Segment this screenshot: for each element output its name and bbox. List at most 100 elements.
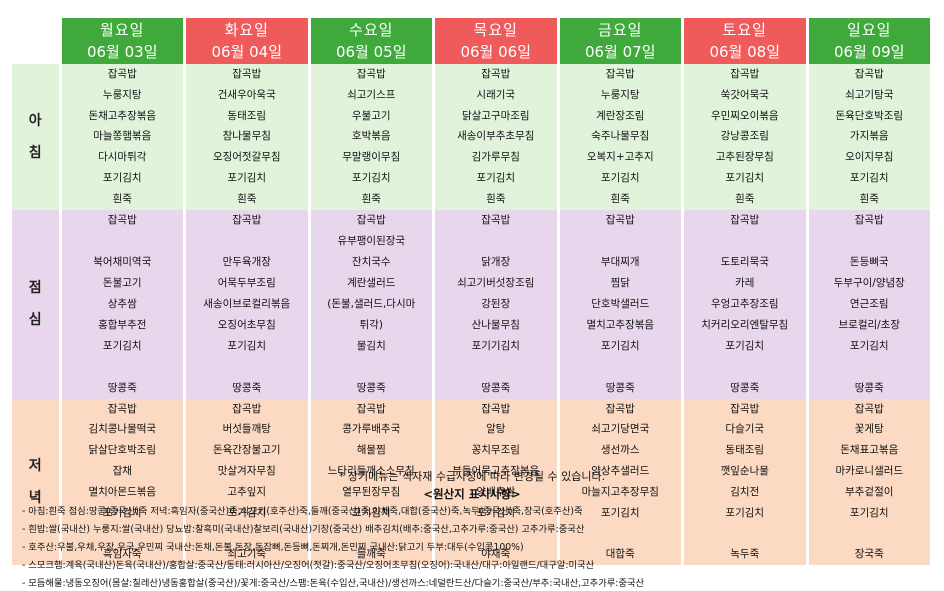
menu-item: 부추겉절이	[845, 485, 894, 498]
day-date: 06월 06일	[460, 43, 532, 61]
menu-item: 포기김치	[849, 506, 889, 519]
origin-line: - 모듬해물:냉동오징어(몸살:칠레산)냉동홍합살(중국산)/꽃게:중국산/스팸…	[22, 578, 645, 589]
menu-item: 흑임자죽	[102, 548, 142, 561]
breakfast-row: 아 침 잡곡밥 누룽지탕 돈채고추장볶음 마늘쫑햄볶음 다시마튀각 포기김치 흰죽 잡곡밥 건새우아…	[12, 64, 933, 210]
menu-item: 닭살고구마조림	[461, 109, 530, 122]
menu-item	[186, 357, 308, 378]
menu-item	[435, 231, 557, 252]
menu-item: 돈육단호박조림	[835, 109, 904, 122]
menu-item	[186, 231, 308, 252]
menu-item: 녹두죽	[730, 548, 760, 561]
menu-item: 들깨죽	[356, 548, 386, 561]
menu-item: 포기김치	[227, 506, 267, 519]
day-date: 06월 03일	[86, 43, 158, 61]
header-corner	[12, 18, 60, 64]
menu-item: 포기김치	[476, 506, 516, 519]
menu-item: 포기김치	[102, 339, 142, 352]
menu-item: 쑥갓어묵국	[720, 88, 769, 101]
menu-item: 포기김치	[351, 171, 391, 184]
menu-item: 돈채표고볶음	[840, 444, 899, 457]
menu-item: 쇠고기죽	[227, 548, 267, 561]
menu-item: 포기김치	[600, 171, 640, 184]
menu-cell: 잡곡밥 알탕 꽁치무조림 부들어묵고추장볶음 양배추쌈 포기김치 야채죽	[432, 398, 560, 565]
meal-label-char: 침	[28, 144, 42, 161]
menu-item	[684, 231, 806, 252]
day-header: 화요일 06월 04일	[183, 18, 311, 64]
menu-item	[311, 357, 433, 378]
menu-item: 쇠고기탕국	[845, 88, 894, 101]
menu-item: 땅콩죽	[232, 381, 262, 394]
menu-item: 포기김치	[725, 506, 765, 519]
menu-item: 잡곡밥	[232, 402, 262, 415]
menu-item: 잡곡밥	[481, 213, 511, 226]
menu-item: 두부구이/양념장	[833, 276, 905, 289]
menu-item: 닭개장	[481, 255, 511, 268]
menu-item: 맛살겨자무침	[217, 464, 276, 477]
menu-item: 버섯들깨탕	[222, 423, 271, 436]
menu-item: 돈등뼈국	[849, 255, 889, 268]
day-date: 06월 09일	[833, 43, 905, 61]
menu-item: 잡곡밥	[356, 402, 386, 415]
menu-item: 장국죽	[854, 548, 884, 561]
menu-item: 카레	[735, 276, 755, 289]
meal-label-char: 심	[28, 312, 42, 329]
day-name: 수요일	[349, 21, 394, 39]
menu-item: 잡곡밥	[107, 68, 137, 80]
menu-item: 포기김치	[102, 171, 142, 184]
menu-item: 잡곡밥	[232, 68, 262, 80]
menu-item: 만두육개장	[222, 255, 271, 268]
menu-item: 계란샐러드	[347, 276, 396, 289]
menu-item: 누룽지탕	[102, 88, 142, 101]
day-header: 일요일 06월 09일	[805, 18, 933, 64]
meal-label-char: 점	[28, 280, 42, 297]
menu-item: 도토리묵국	[720, 255, 769, 268]
menu-item: 땅콩죽	[854, 381, 884, 394]
menu-item: 잡곡밥	[730, 402, 760, 415]
menu-cell: 잡곡밥 부대찌개 찜닭 단호박샐러드 멸치고추장볶음 포기김치 땅콩죽	[556, 209, 684, 399]
menu-item	[684, 357, 806, 378]
day-name: 금요일	[598, 21, 643, 39]
weekly-menu-table: 월요일 06월 03일 화요일 06월 04일 수요일 06월 05일 목요일 06월 06일…	[12, 18, 933, 565]
menu-item: 흰죽	[112, 192, 132, 205]
menu-item: 땅콩죽	[605, 381, 635, 394]
menu-cell: 잡곡밥 쑥갓어묵국 우민찌오이볶음 강낭콩조림 고추된장무침 포기김치 흰죽	[681, 64, 809, 210]
menu-item: 마늘지고추장무침	[581, 485, 659, 498]
menu-cell: 잡곡밥 버섯들깨탕 돈육간장불고기 맛살겨자무침 고추잎지 포기김치 쇠고기죽	[183, 398, 311, 565]
menu-item	[684, 523, 806, 544]
menu-item: 김치전	[730, 485, 760, 498]
menu-item: 동태조림	[227, 109, 267, 122]
menu-item: 잡곡밥	[481, 68, 511, 80]
day-date: 06월 07일	[584, 43, 656, 61]
menu-item: 찜닭	[610, 276, 630, 289]
day-header: 수요일 06월 05일	[307, 18, 435, 64]
menu-item: 잡곡밥	[356, 213, 386, 226]
day-header: 토요일 06월 08일	[681, 18, 809, 64]
menu-cell: 잡곡밥 김치콩나물떡국 닭살단호박조림 잡채 멸치아몬드볶음 포기김치 흑임자죽	[58, 398, 186, 565]
menu-item: 흰죽	[237, 192, 257, 205]
menu-item: 새송이브로컬리볶음	[203, 297, 291, 310]
day-date: 06월 05일	[335, 43, 407, 61]
menu-item: 참나물무침	[222, 130, 271, 143]
menu-item: 포기김치	[600, 506, 640, 519]
menu-item: 돈불고기	[102, 276, 142, 289]
menu-item: 부들어묵고추장볶음	[452, 464, 540, 477]
menu-item: 포기김치	[102, 506, 142, 519]
menu-item: 고추된장무침	[715, 151, 774, 164]
origin-line: - 호주산:우불,우채,우장,우국,우민찌 국내산:돈채,돈불,돈장,돈잡뼈,돈…	[22, 542, 524, 553]
menu-item: 잡곡밥	[232, 213, 262, 226]
menu-item	[62, 231, 184, 252]
menu-cell: 잡곡밥 북어채미역국 돈불고기 상추쌈 홍합부추전 포기김치 땅콩죽	[58, 209, 186, 399]
meal-label-char: 저	[28, 457, 42, 474]
meal-label-char: 아	[28, 112, 42, 129]
menu-item: 우엉고추장조림	[710, 297, 779, 310]
menu-item	[809, 231, 931, 252]
menu-item: (돈불,샐러드,다시마	[327, 297, 416, 310]
menu-item: 건새우아욱국	[217, 88, 276, 101]
menu-item: 북어채미역국	[93, 255, 152, 268]
menu-item: 땅콩죽	[107, 381, 137, 394]
origin-line: - 아침:흰죽 점심:땅콩(중국산)죽 저녁:흑임자(중국산)죽,쇠고기(호주산…	[22, 506, 583, 517]
menu-item: 땅콩죽	[356, 381, 386, 394]
menu-cell: 잡곡밥 쇠고기당면국 생선까스 양상추샐러드 마늘지고추장무침 포기김치 대합죽	[556, 398, 684, 565]
menu-item: 양상추샐러드	[591, 464, 650, 477]
menu-item	[435, 357, 557, 378]
